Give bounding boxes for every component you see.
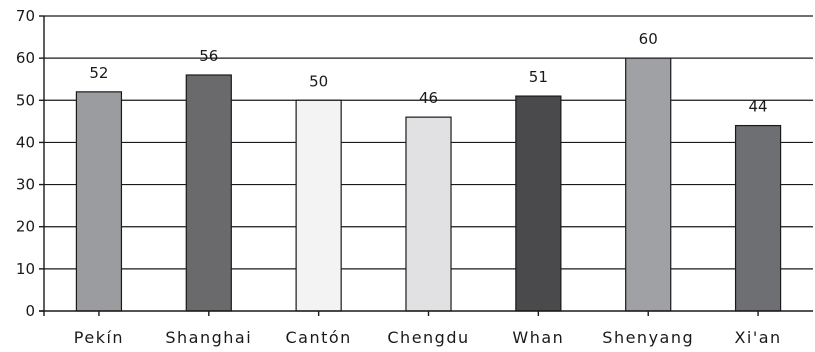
y-tick-label: 0 bbox=[25, 302, 35, 320]
category-label-3: Chengdu bbox=[387, 328, 469, 347]
data-label-5: 60 bbox=[639, 30, 658, 48]
data-label-4: 51 bbox=[529, 68, 548, 86]
y-tick-label: 20 bbox=[16, 218, 35, 236]
bar-4 bbox=[515, 95, 562, 312]
y-tick-label: 10 bbox=[16, 260, 35, 278]
y-tick-label: 30 bbox=[16, 176, 35, 194]
y-axis-ticks: 0 10 20 30 40 50 60 70 bbox=[16, 7, 44, 320]
category-label-4: Whan bbox=[512, 328, 564, 347]
bars bbox=[75, 57, 782, 312]
data-label-2: 50 bbox=[309, 72, 328, 90]
y-tick-label: 40 bbox=[16, 133, 35, 151]
y-tick-label: 50 bbox=[16, 91, 35, 109]
bar-1 bbox=[185, 74, 232, 312]
bar-5 bbox=[625, 57, 672, 312]
bar-3 bbox=[405, 116, 452, 312]
bar-2 bbox=[295, 99, 342, 312]
category-label-5: Shenyang bbox=[602, 328, 694, 347]
category-label-6: Xi'an bbox=[734, 328, 781, 347]
data-label-1: 56 bbox=[199, 47, 218, 65]
data-label-0: 52 bbox=[89, 64, 108, 82]
category-labels: Pekín Shanghai Cantón Chengdu Whan Shenyang Xi… bbox=[74, 311, 781, 347]
data-label-3: 46 bbox=[419, 89, 438, 107]
y-tick-label: 70 bbox=[16, 7, 35, 25]
category-label-1: Shanghai bbox=[165, 328, 252, 347]
y-tick-label: 60 bbox=[16, 49, 35, 67]
category-label-2: Cantón bbox=[285, 328, 351, 347]
data-label-6: 44 bbox=[749, 98, 768, 116]
bar-0 bbox=[75, 91, 123, 312]
bar-6 bbox=[734, 124, 782, 312]
category-label-0: Pekín bbox=[74, 328, 124, 347]
data-labels: 52 56 50 46 51 60 44 bbox=[89, 30, 767, 115]
